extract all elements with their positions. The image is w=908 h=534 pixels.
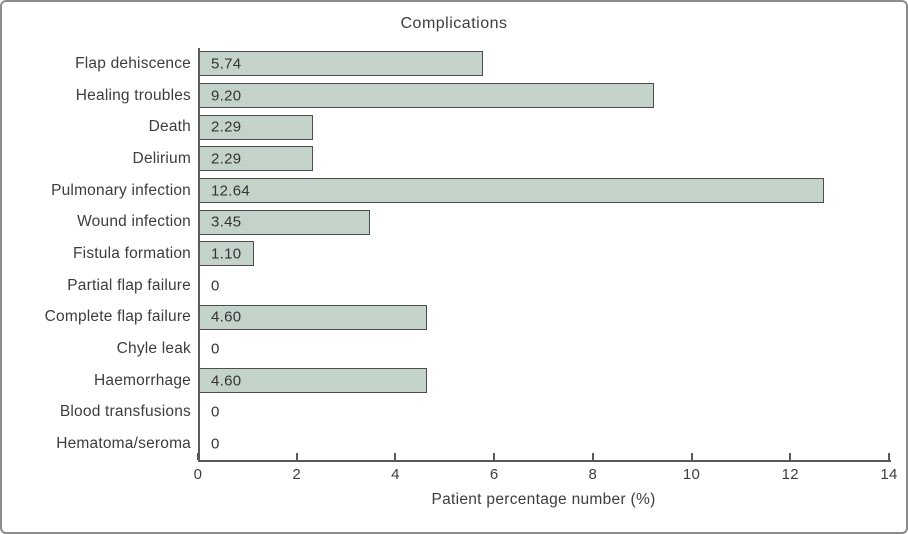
bar-row: 0 [200, 333, 891, 365]
x-axis-tick-label: 8 [588, 466, 598, 483]
bar [200, 304, 428, 330]
x-axis-tick-label: 12 [781, 466, 799, 483]
category-label: Chyle leak [116, 340, 191, 358]
bar [200, 209, 371, 235]
bar-value-label: 1.10 [211, 245, 242, 263]
category-label: Complete flap failure [44, 308, 191, 326]
category-label: Healing troubles [75, 86, 191, 104]
bar-value-label: 0 [211, 403, 220, 421]
x-axis-tick-label: 10 [682, 466, 701, 483]
bar-row: 3.45 [200, 206, 891, 238]
bar-rows: 5.74 9.20 2.29 2.29 12.64 3.45 1.10 0 4.60 0 4.60 0… [200, 48, 891, 460]
plot-area: 5.74 9.20 2.29 2.29 12.64 3.45 1.10 0 4.60 0 4.60 0… [198, 48, 891, 462]
x-axis-tick-label: 4 [391, 466, 400, 483]
bar-row: 4.60 [200, 302, 891, 334]
x-axis-tick-label: 0 [193, 466, 203, 483]
x-axis-label: Patient percentage number (%) [431, 491, 656, 508]
category-label: Partial flap failure [67, 276, 191, 294]
x-axis-tick-label: 2 [292, 466, 302, 483]
x-axis-tick-label: 6 [489, 466, 499, 483]
bar-value-label: 2.29 [211, 118, 242, 136]
bar-row: 0 [200, 397, 891, 429]
category-label: Blood transfusions [59, 403, 191, 421]
bar-value-label: 0 [211, 340, 220, 358]
bar-value-label: 12.64 [211, 182, 251, 200]
bar-row: 1.10 [200, 238, 891, 270]
bar [200, 83, 655, 109]
category-label: Wound infection [77, 213, 191, 231]
bar-value-label: 3.45 [211, 213, 242, 231]
category-label: Hematoma/seroma [56, 435, 191, 453]
bar-value-label: 0 [211, 435, 220, 453]
bar-row: 0 [200, 428, 891, 460]
category-label: Flap dehiscence [75, 54, 191, 72]
bar-value-label: 0 [211, 277, 220, 295]
category-label: Death [148, 118, 191, 136]
category-label: Pulmonary infection [51, 181, 191, 199]
bar [200, 114, 314, 140]
category-labels: Flap dehiscence Healing troubles Death Deli… [2, 48, 191, 460]
category-label: Fistula formation [73, 244, 191, 262]
category-label: Haemorrhage [94, 371, 191, 389]
bar-row: 0 [200, 270, 891, 302]
bar [200, 368, 428, 394]
bar-row: 12.64 [200, 175, 891, 207]
chart-title: Complications [400, 15, 508, 32]
bar-value-label: 5.74 [211, 55, 242, 73]
bar [200, 146, 314, 172]
bar-row: 5.74 [200, 48, 891, 80]
x-axis-tick-label: 14 [880, 466, 898, 483]
bar [200, 178, 824, 204]
bar [200, 51, 484, 77]
bar-row: 4.60 [200, 365, 891, 397]
category-label: Delirium [132, 149, 191, 167]
bar-value-label: 4.60 [211, 372, 242, 390]
bar-row: 9.20 [200, 80, 891, 112]
bar-value-label: 2.29 [211, 150, 242, 168]
bar [200, 241, 255, 267]
bar-value-label: 4.60 [211, 308, 242, 326]
bar-row: 2.29 [200, 143, 891, 175]
bar-value-label: 9.20 [211, 87, 242, 105]
bar-row: 2.29 [200, 111, 891, 143]
